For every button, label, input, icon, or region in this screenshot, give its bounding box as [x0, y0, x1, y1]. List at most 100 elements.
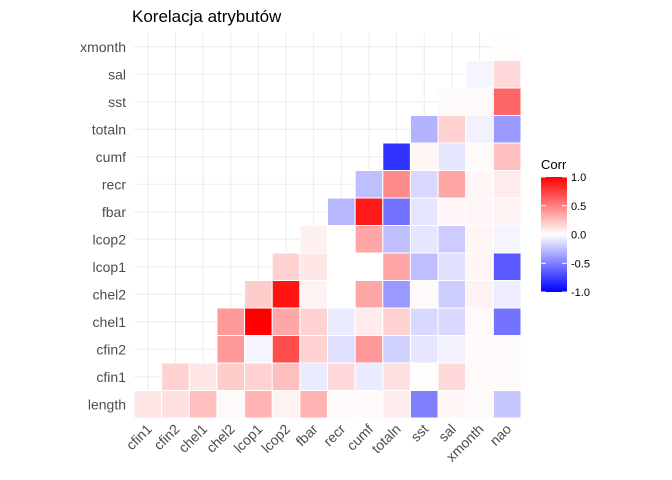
y-label-lcop1: lcop1 [93, 259, 127, 275]
legend-tick-label-0: 1.0 [571, 172, 586, 184]
tile-lcop1-totaln [382, 252, 411, 281]
legend-title: Corr [541, 157, 567, 172]
x-label-recr: recr [320, 421, 349, 450]
tile-length-recr [327, 390, 356, 419]
tile-totaln-sst [409, 115, 439, 144]
tile-length-cumf [354, 390, 384, 419]
x-label-nao: nao [486, 421, 514, 449]
tile-cfin1-lcop1 [244, 362, 273, 391]
legend-tick-label-2: 0.0 [571, 230, 586, 242]
tile-chel2-fbar [299, 280, 329, 309]
legend-tick-label-1: 0.5 [571, 201, 586, 213]
tile-cfin2-sst [409, 335, 439, 364]
chart-title: Korelacja atrybutów [132, 7, 282, 26]
tile-lcop2-totaln [382, 225, 411, 254]
tile-length-cfin1 [133, 390, 163, 419]
tile-recr-xmonth [465, 170, 494, 199]
x-label-cfin1: cfin1 [123, 421, 155, 453]
tile-chel1-fbar [299, 307, 329, 336]
tile-cfin1-chel2 [216, 362, 246, 391]
tile-sst-sal [437, 87, 467, 116]
tile-length-sst [409, 390, 439, 419]
tile-cumf-sst [409, 142, 439, 171]
tile-cfin1-lcop2 [271, 362, 301, 391]
tile-chel1-recr [327, 307, 356, 336]
tile-length-lcop2 [271, 390, 301, 419]
y-label-xmonth: xmonth [80, 39, 126, 55]
y-label-totaln: totaln [92, 121, 126, 137]
tile-lcop1-sal [437, 252, 467, 281]
tile-sal-nao [492, 60, 522, 89]
tile-chel2-nao [492, 280, 522, 309]
tile-cfin2-lcop1 [244, 335, 273, 364]
x-label-totaln: totaln [368, 421, 404, 457]
tile-chel1-chel2 [216, 307, 246, 336]
tile-cfin2-nao [492, 335, 522, 364]
y-label-chel1: chel1 [93, 314, 127, 330]
tile-lcop2-cumf [354, 225, 384, 254]
x-label-sst: sst [407, 421, 431, 445]
tile-chel2-xmonth [465, 280, 494, 309]
tile-lcop1-sst [409, 252, 439, 281]
tile-cfin2-fbar [299, 335, 329, 364]
legend: Corr 1.0 0.5 0.0 -0.5 -1.0 [541, 157, 590, 299]
tile-chel1-lcop2 [271, 307, 301, 336]
tile-length-cfin2 [161, 390, 190, 419]
legend-tick-label-4: -1.0 [571, 287, 590, 299]
tile-cfin1-xmonth [465, 362, 494, 391]
tile-lcop1-cumf [354, 252, 384, 281]
tile-totaln-xmonth [465, 115, 494, 144]
y-axis-labels: length cfin1 cfin2 chel1 chel2 lcop1 lcop2 fbar… [80, 39, 126, 413]
tile-cfin1-chel1 [188, 362, 218, 391]
tile-fbar-cumf [354, 197, 384, 226]
legend-tick-label-3: -0.5 [571, 258, 590, 270]
tile-cumf-xmonth [465, 142, 494, 171]
tile-lcop2-fbar [299, 225, 329, 254]
tile-cfin1-recr [327, 362, 356, 391]
x-label-lcop1: lcop1 [231, 421, 266, 456]
tile-chel1-sst [409, 307, 439, 336]
tile-chel2-lcop2 [271, 280, 301, 309]
tile-chel1-nao [492, 307, 522, 336]
tile-lcop2-sal [437, 225, 467, 254]
tile-chel1-xmonth [465, 307, 494, 336]
tile-cfin1-fbar [299, 362, 329, 391]
tile-cfin2-sal [437, 335, 467, 364]
heatmap-tiles [133, 32, 522, 419]
tile-fbar-sal [437, 197, 467, 226]
y-label-recr: recr [102, 176, 126, 192]
tile-chel2-recr [327, 280, 356, 309]
y-label-sal: sal [108, 66, 126, 82]
tile-chel1-sal [437, 307, 467, 336]
x-label-fbar: fbar [292, 421, 321, 450]
tile-cfin2-lcop2 [271, 335, 301, 364]
tile-sal-xmonth [465, 60, 494, 89]
tile-length-xmonth [465, 390, 494, 419]
tile-lcop1-nao [492, 252, 522, 281]
tile-fbar-nao [492, 197, 522, 226]
tile-totaln-sal [437, 115, 467, 144]
y-label-cfin2: cfin2 [96, 341, 126, 357]
tile-cfin1-sal [437, 362, 467, 391]
tile-cumf-nao [492, 142, 522, 171]
tile-fbar-recr [327, 197, 356, 226]
tile-chel2-sst [409, 280, 439, 309]
tile-cumf-totaln [382, 142, 411, 171]
tile-cfin2-cumf [354, 335, 384, 364]
tile-length-chel1 [188, 390, 218, 419]
tile-chel1-totaln [382, 307, 411, 336]
x-label-lcop2: lcop2 [258, 421, 293, 456]
y-label-chel2: chel2 [93, 286, 127, 302]
tile-recr-nao [492, 170, 522, 199]
tile-lcop1-xmonth [465, 252, 494, 281]
tile-recr-totaln [382, 170, 411, 199]
tile-lcop1-lcop2 [271, 252, 301, 281]
y-label-lcop2: lcop2 [93, 231, 127, 247]
tile-fbar-xmonth [465, 197, 494, 226]
tile-cfin2-chel2 [216, 335, 246, 364]
tile-cfin1-totaln [382, 362, 411, 391]
tile-length-fbar [299, 390, 329, 419]
tile-chel1-cumf [354, 307, 384, 336]
tile-cfin1-sst [409, 362, 439, 391]
y-label-cfin1: cfin1 [96, 369, 126, 385]
